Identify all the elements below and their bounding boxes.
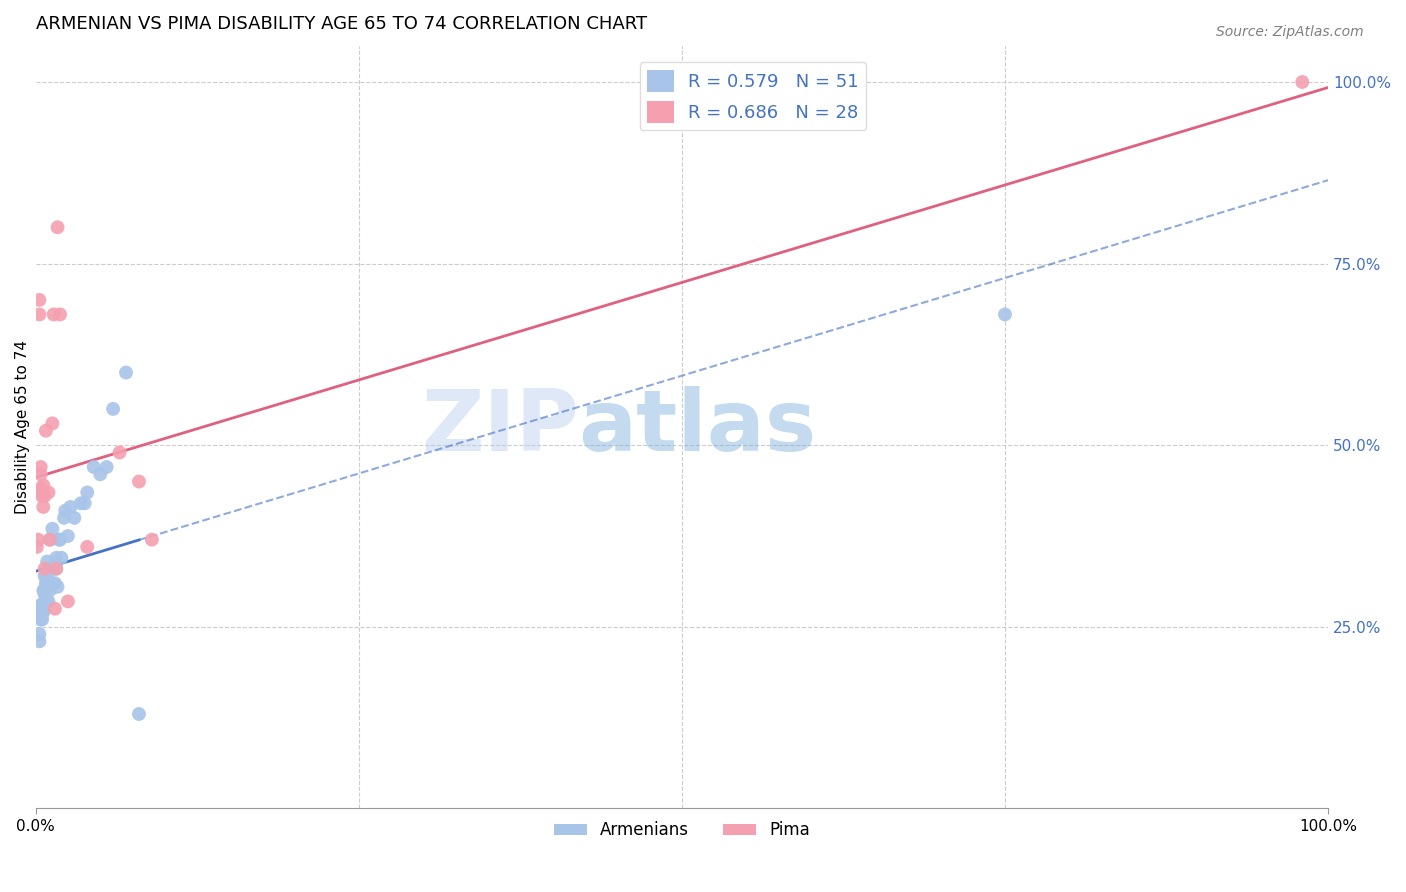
Point — [30, 598, 52, 612]
Point — [38, 533, 60, 547]
Point — [27, 605, 49, 619]
Point — [83, 460, 105, 475]
Point — [37, 554, 59, 568]
Point — [38, 583, 60, 598]
Text: atlas: atlas — [578, 385, 817, 468]
Point — [31, 609, 53, 624]
Point — [35, 580, 58, 594]
Text: Source: ZipAtlas.com: Source: ZipAtlas.com — [1216, 25, 1364, 39]
Point — [41, 562, 63, 576]
Point — [32, 605, 55, 619]
Point — [53, 511, 76, 525]
Point — [34, 587, 56, 601]
Point — [53, 503, 76, 517]
Point — [59, 500, 82, 514]
Point — [46, 220, 69, 235]
Point — [56, 529, 79, 543]
Legend: Armenians, Pima: Armenians, Pima — [547, 814, 817, 846]
Point — [31, 605, 53, 619]
Point — [128, 706, 150, 721]
Point — [45, 550, 67, 565]
Point — [34, 583, 56, 598]
Point — [44, 576, 66, 591]
Text: ZIP: ZIP — [420, 385, 578, 468]
Point — [96, 460, 118, 475]
Point — [1291, 75, 1313, 89]
Point — [32, 478, 55, 492]
Point — [34, 594, 56, 608]
Point — [32, 598, 55, 612]
Point — [25, 540, 48, 554]
Point — [32, 583, 55, 598]
Point — [34, 489, 56, 503]
Point — [73, 496, 96, 510]
Point — [28, 308, 51, 322]
Point — [39, 576, 62, 591]
Point — [31, 598, 53, 612]
Point — [35, 594, 58, 608]
Point — [49, 533, 72, 547]
Text: ARMENIAN VS PIMA DISABILITY AGE 65 TO 74 CORRELATION CHART: ARMENIAN VS PIMA DISABILITY AGE 65 TO 74… — [35, 15, 647, 33]
Point — [28, 627, 51, 641]
Point — [49, 308, 72, 322]
Point — [37, 562, 59, 576]
Point — [31, 489, 53, 503]
Point — [31, 613, 53, 627]
Point — [69, 496, 91, 510]
Point — [37, 594, 59, 608]
Point — [76, 485, 98, 500]
Point — [34, 569, 56, 583]
Point — [42, 308, 65, 322]
Point — [30, 613, 52, 627]
Point — [141, 533, 163, 547]
Point — [994, 308, 1017, 322]
Point — [27, 533, 49, 547]
Point — [76, 540, 98, 554]
Point — [35, 424, 58, 438]
Point — [46, 580, 69, 594]
Point — [63, 511, 86, 525]
Point — [51, 550, 73, 565]
Point — [45, 562, 67, 576]
Point — [48, 533, 70, 547]
Point — [28, 634, 51, 648]
Y-axis label: Disability Age 65 to 74: Disability Age 65 to 74 — [15, 340, 30, 514]
Point — [34, 562, 56, 576]
Point — [30, 605, 52, 619]
Point — [37, 569, 59, 583]
Point — [128, 475, 150, 489]
Point — [41, 522, 63, 536]
Point — [89, 467, 111, 482]
Point — [32, 500, 55, 514]
Point — [30, 467, 52, 482]
Point — [56, 594, 79, 608]
Point — [41, 417, 63, 431]
Point — [28, 293, 51, 307]
Point — [101, 401, 124, 416]
Point — [108, 445, 131, 459]
Point — [30, 482, 52, 496]
Point — [44, 601, 66, 615]
Point — [115, 366, 138, 380]
Point — [35, 576, 58, 591]
Point — [38, 533, 60, 547]
Point — [37, 485, 59, 500]
Point — [30, 460, 52, 475]
Point — [45, 562, 67, 576]
Point — [31, 485, 53, 500]
